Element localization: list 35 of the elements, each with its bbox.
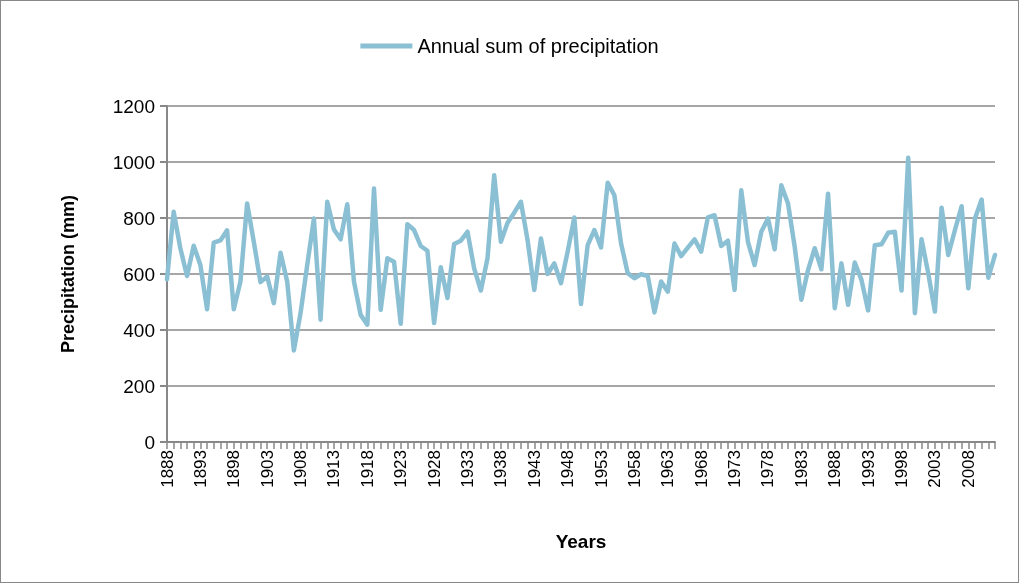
y-tick-label: 600 <box>123 263 155 285</box>
x-tick-label: 1938 <box>491 450 511 488</box>
x-tick-label: 1978 <box>758 450 778 488</box>
y-tick-label: 400 <box>123 319 155 341</box>
x-tick-label: 1968 <box>691 450 711 488</box>
x-tick-label: 1918 <box>357 450 377 488</box>
x-tick-label: 1933 <box>457 450 477 488</box>
y-tick-label: 1000 <box>112 151 155 173</box>
x-tick-label: 1998 <box>892 450 912 488</box>
x-axis-title: Years <box>555 531 607 552</box>
x-tick-label: 1943 <box>524 450 544 488</box>
x-tick-label: 1983 <box>791 450 811 488</box>
x-tick-label: 1908 <box>291 450 311 488</box>
x-tick-label: 1913 <box>324 450 344 488</box>
x-tick-label: 1963 <box>658 450 678 488</box>
legend-label: Annual sum of precipitation <box>417 35 659 57</box>
y-tick-label: 200 <box>123 375 155 397</box>
x-tick-label: 1948 <box>558 450 578 488</box>
x-tick-label: 1953 <box>591 450 611 488</box>
y-tick-label: 0 <box>144 431 155 453</box>
y-axis-title: Precipitation (mm) <box>58 194 78 354</box>
x-tick-label: 2003 <box>925 450 945 488</box>
x-tick-label: 1898 <box>224 450 244 488</box>
x-tick-label: 1903 <box>257 450 277 488</box>
x-tick-label: 1958 <box>624 450 644 488</box>
x-tick-label: 1928 <box>424 450 444 488</box>
x-tick-label: 1893 <box>190 450 210 488</box>
x-tick-label: 1993 <box>858 450 878 488</box>
x-tick-label: 1923 <box>391 450 411 488</box>
y-tick-label: 800 <box>123 207 155 229</box>
x-tick-label: 1973 <box>725 450 745 488</box>
x-tick-label: 1988 <box>825 450 845 488</box>
y-tick-label: 1200 <box>112 95 155 117</box>
x-tick-label: 1888 <box>157 450 177 488</box>
x-tick-label: 2008 <box>958 450 978 488</box>
